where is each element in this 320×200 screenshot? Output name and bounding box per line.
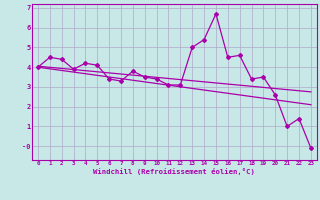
X-axis label: Windchill (Refroidissement éolien,°C): Windchill (Refroidissement éolien,°C) [93, 168, 255, 175]
